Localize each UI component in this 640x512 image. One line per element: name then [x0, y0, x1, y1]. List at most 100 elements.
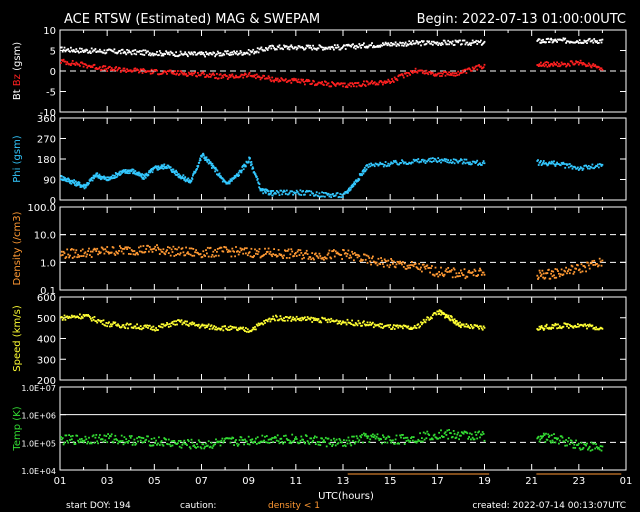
phi-point: [287, 193, 290, 196]
phi-point: [600, 165, 603, 167]
phi-point: [161, 167, 163, 170]
speed-point: [323, 317, 325, 320]
bz-point: [551, 63, 554, 66]
temp-point: [400, 436, 402, 439]
bz-point: [414, 67, 417, 70]
temp-point: [137, 440, 139, 443]
temp-point: [315, 436, 318, 439]
bz-point: [400, 73, 402, 76]
speed-point: [168, 323, 171, 325]
bt-point: [255, 50, 258, 53]
temp-point: [158, 436, 160, 439]
density-point: [162, 248, 165, 251]
speed-point: [370, 324, 372, 326]
bz-point: [438, 72, 440, 75]
phi-point: [250, 164, 252, 167]
bz-point: [158, 73, 161, 75]
speed-point: [542, 329, 545, 331]
temp-point: [60, 436, 62, 438]
phi-point: [322, 195, 324, 198]
bz-point: [362, 83, 364, 85]
bt-point: [425, 42, 428, 45]
temp-point: [173, 440, 176, 442]
density-point: [220, 246, 223, 249]
density-point: [300, 252, 303, 254]
density-point: [298, 254, 301, 256]
speed-point: [576, 325, 578, 328]
density-point: [164, 253, 167, 256]
speed-point: [345, 323, 348, 326]
phi-point: [408, 161, 411, 164]
bz-point: [246, 75, 249, 77]
bz-point: [542, 64, 544, 67]
density-point: [285, 257, 288, 259]
phi-point: [228, 182, 231, 185]
density-point: [70, 248, 73, 250]
bt-point: [102, 51, 105, 54]
bz-point: [74, 64, 77, 66]
density-point: [478, 269, 480, 272]
phi-point: [411, 161, 414, 164]
speed-point: [572, 326, 575, 329]
phi-point: [542, 160, 545, 162]
phi-point: [556, 161, 558, 164]
density-point: [163, 252, 166, 255]
bt-point: [330, 46, 333, 48]
bt-point: [311, 48, 314, 51]
temp-point: [567, 440, 569, 443]
temp-point: [475, 434, 478, 436]
bt-point: [307, 44, 310, 47]
temp-point: [311, 441, 314, 444]
bz-point: [340, 82, 343, 85]
phi-point: [288, 192, 291, 194]
bt-point: [167, 53, 169, 55]
x-tick-label: 13: [337, 476, 350, 487]
temp-point: [231, 436, 234, 439]
density-point: [145, 248, 148, 250]
phi-point: [553, 160, 555, 163]
density-point: [175, 254, 177, 256]
density-point: [562, 273, 565, 276]
bz-point: [584, 63, 587, 66]
bt-point: [119, 52, 122, 55]
density-point: [94, 248, 97, 251]
speed-point: [219, 328, 222, 331]
density-point: [369, 260, 372, 263]
bz-point: [389, 82, 392, 84]
bt-point: [226, 50, 229, 52]
bz-point: [101, 66, 104, 68]
density-point: [195, 249, 197, 251]
temp-point: [216, 440, 219, 443]
bt-point: [407, 43, 410, 46]
bt-point: [304, 47, 307, 50]
bz-point: [294, 78, 297, 80]
temp-point: [537, 435, 540, 438]
bz-point: [199, 74, 202, 77]
density-point: [442, 275, 445, 278]
phi-point: [574, 166, 577, 169]
density-point: [177, 253, 179, 255]
density-point: [286, 250, 289, 252]
temp-point: [82, 441, 85, 444]
bt-point: [70, 46, 72, 49]
bz-point: [343, 82, 346, 85]
density-point: [326, 253, 329, 256]
phi-point: [211, 162, 214, 165]
density-point: [429, 271, 431, 274]
phi-point: [465, 158, 468, 161]
bz-point: [555, 64, 558, 66]
bz-point: [220, 77, 223, 79]
temp-point: [468, 436, 470, 438]
density-point: [303, 256, 305, 259]
phi-point: [66, 180, 69, 183]
speed-point: [171, 321, 174, 323]
temp-point: [588, 445, 591, 448]
phi-point: [73, 182, 76, 185]
speed-point: [272, 315, 275, 318]
bz-point: [289, 79, 292, 82]
bz-point: [539, 64, 542, 67]
density-point: [115, 250, 118, 253]
phi-point: [150, 170, 153, 172]
temp-point: [104, 439, 107, 442]
bt-point: [62, 49, 65, 51]
